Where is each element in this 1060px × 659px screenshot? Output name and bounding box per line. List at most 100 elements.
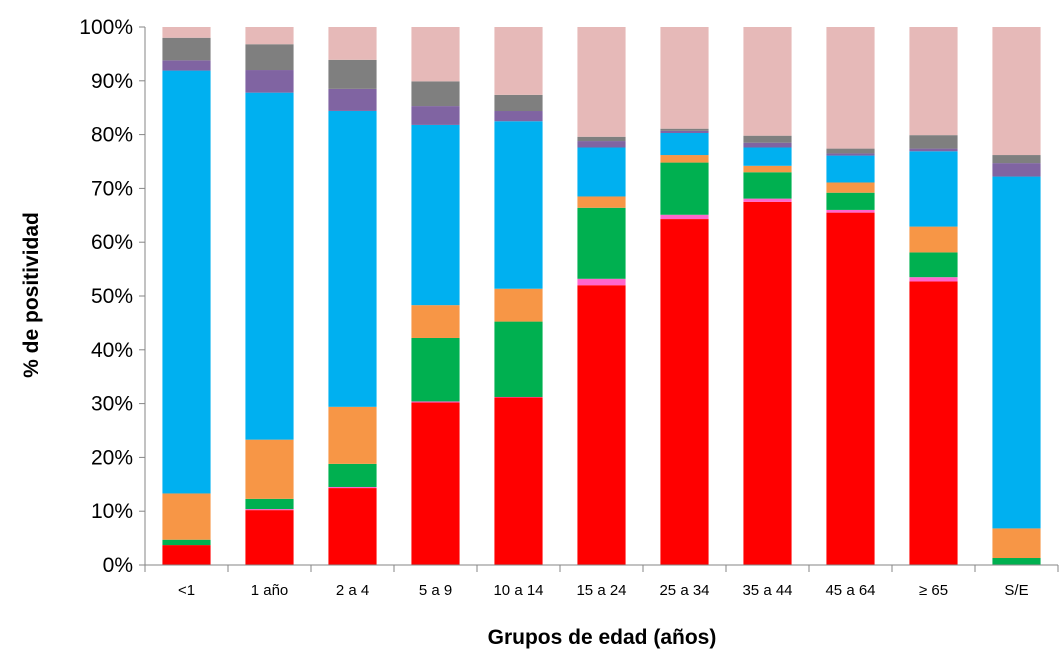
bar-segment-0-7: [162, 27, 211, 38]
bar-segment-2-7: [328, 27, 377, 60]
bar-segment-2-1: [328, 486, 377, 489]
bar-segment-8-0: [826, 212, 875, 566]
bar-segment-4-2: [494, 321, 543, 397]
bar-segment-0-4: [162, 70, 211, 494]
bar-segment-3-4: [411, 124, 460, 306]
y-tick-label: 90%: [91, 70, 133, 93]
x-tick-label: 1 año: [251, 582, 289, 599]
bar-segment-6-4: [660, 132, 709, 156]
x-tick-label: S/E: [1004, 582, 1028, 599]
bar-segment-4-6: [494, 94, 543, 112]
bar-segment-8-7: [826, 27, 875, 149]
bar-segment-7-0: [743, 201, 792, 565]
bar-segment-9-2: [909, 252, 958, 278]
bar-segment-9-1: [909, 277, 958, 282]
bar-segment-4-1: [494, 396, 543, 398]
bar-segment-4-0: [494, 397, 543, 565]
bar-segment-1-2: [245, 498, 294, 510]
y-tick-label: 30%: [91, 393, 133, 416]
bar-segment-3-1: [411, 401, 460, 403]
bar-segment-8-1: [826, 209, 875, 213]
y-tick-label: 40%: [91, 339, 133, 362]
bar-segment-1-3: [245, 439, 294, 499]
bar-segment-1-5: [245, 70, 294, 93]
bar-segment-4-4: [494, 121, 543, 289]
bar-segment-3-6: [411, 81, 460, 107]
bar-segment-7-7: [743, 27, 792, 136]
bar-segment-9-7: [909, 27, 958, 136]
x-tick-label: 45 a 64: [825, 582, 875, 599]
bar-segment-0-6: [162, 37, 211, 61]
bar-segment-9-4: [909, 151, 958, 227]
y-tick-label: 70%: [91, 177, 133, 200]
bar-segment-5-3: [577, 196, 626, 208]
bar-segment-7-3: [743, 165, 792, 173]
bar-segment-3-7: [411, 27, 460, 82]
bar-segment-0-0: [162, 545, 211, 565]
bar-segment-8-6: [826, 148, 875, 154]
x-tick-label: <1: [178, 582, 195, 599]
bar-segment-1-0: [245, 510, 294, 565]
y-ticks: 0% 10% 20% 30% 40% 50% 60% 70% 80% 90% 100%: [79, 16, 145, 577]
bar-segment-2-6: [328, 59, 377, 89]
x-tick-label: 35 a 44: [742, 582, 792, 599]
bar-segment-8-5: [826, 153, 875, 156]
bar-segment-9-5: [909, 148, 958, 152]
bar-segment-0-3: [162, 493, 211, 540]
y-tick-label: 50%: [91, 285, 133, 308]
bar-segment-6-7: [660, 27, 709, 129]
bar-segment-5-6: [577, 136, 626, 142]
bar-segment-3-3: [411, 305, 460, 338]
bar-segment-2-2: [328, 463, 377, 487]
bar-segment-7-2: [743, 172, 792, 199]
x-tick-label: ≥ 65: [919, 582, 948, 599]
y-tick-label: 20%: [91, 446, 133, 469]
bar-segment-10-7: [992, 27, 1041, 156]
bar-segment-2-4: [328, 110, 377, 407]
bar-segment-1-1: [245, 509, 294, 511]
x-tick-label: 2 a 4: [336, 582, 369, 599]
x-ticks: <1 1 año 2 a 4 5 a 9 10 a 14 15 a 24 25 a 34 35…: [144, 565, 1059, 599]
bar-segment-6-0: [660, 219, 709, 565]
bar-segment-6-1: [660, 214, 709, 220]
bar-segment-3-5: [411, 106, 460, 125]
bar-segment-10-3: [992, 528, 1041, 559]
x-tick-label: 15 a 24: [576, 582, 626, 599]
y-tick-label: 80%: [91, 124, 133, 147]
bar-segment-4-7: [494, 27, 543, 95]
bar-segment-6-5: [660, 130, 709, 133]
bar-segment-1-4: [245, 92, 294, 440]
bar-segment-7-4: [743, 147, 792, 166]
bar-segment-1-7: [245, 27, 294, 45]
y-tick-label: 10%: [91, 500, 133, 523]
bar-segment-10-5: [992, 163, 1041, 177]
bar-segment-5-4: [577, 147, 626, 197]
bar-segment-3-0: [411, 402, 460, 565]
bar-segment-5-5: [577, 141, 626, 148]
bar-segment-9-3: [909, 226, 958, 253]
bar-segment-6-6: [660, 128, 709, 131]
bar-segment-10-4: [992, 176, 1041, 529]
x-tick-label: 5 a 9: [419, 582, 452, 599]
bar-segment-7-5: [743, 142, 792, 148]
bar-segment-8-4: [826, 155, 875, 183]
bar-segment-7-6: [743, 135, 792, 143]
x-tick-label: 25 a 34: [659, 582, 709, 599]
bar-segment-5-2: [577, 207, 626, 279]
bar-segment-10-6: [992, 155, 1041, 164]
bar-segment-10-2: [992, 558, 1041, 565]
x-axis-title: Grupos de edad (años): [488, 626, 717, 649]
x-tick-label: 10 a 14: [493, 582, 543, 599]
bar-segment-5-0: [577, 285, 626, 565]
bar-segment-2-3: [328, 406, 377, 464]
bar-segment-5-7: [577, 27, 626, 137]
y-axis-title: % de positividad: [20, 212, 43, 378]
bar-segment-0-5: [162, 60, 211, 71]
bar-segment-7-1: [743, 198, 792, 202]
bar-segment-3-2: [411, 337, 460, 402]
bar-segment-4-5: [494, 111, 543, 122]
bars-layer: [162, 27, 1041, 566]
bar-segment-9-0: [909, 281, 958, 565]
bar-segment-1-6: [245, 44, 294, 71]
